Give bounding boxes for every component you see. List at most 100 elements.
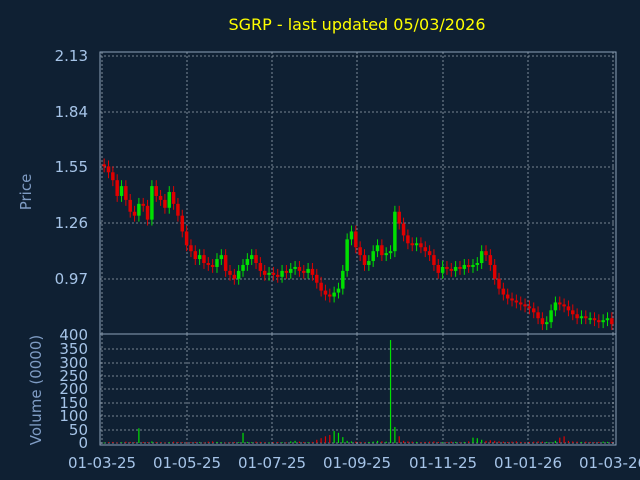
- candle-body: [410, 243, 414, 246]
- volume-bar: [346, 440, 348, 443]
- volume-bar: [567, 440, 570, 443]
- volume-bar: [324, 436, 327, 443]
- candle-body: [610, 318, 614, 325]
- volume-bar: [424, 441, 426, 443]
- candle-body: [471, 264, 475, 267]
- candle-body: [315, 274, 319, 283]
- volume-bar: [186, 442, 188, 444]
- candle-body: [254, 255, 258, 264]
- candle-body: [154, 186, 158, 196]
- volume-bar: [376, 440, 379, 443]
- volume-bar: [407, 441, 409, 443]
- candle-body: [523, 304, 527, 307]
- candle-body: [458, 266, 462, 269]
- volume-bar: [428, 441, 431, 443]
- volume-bar: [559, 437, 561, 443]
- candle-body: [492, 264, 497, 279]
- candle-body: [124, 186, 128, 200]
- candle-body: [137, 203, 141, 216]
- candle-body: [601, 320, 605, 323]
- candle-body: [132, 211, 137, 216]
- volume-tick-label: 150: [59, 394, 88, 412]
- price-tick-label: 1.26: [55, 214, 88, 232]
- volume-bar: [155, 441, 157, 443]
- volume-bar: [168, 442, 170, 443]
- candle-body: [371, 251, 375, 262]
- date-tick-label: 01-11-25: [409, 454, 477, 472]
- candle-body: [432, 255, 436, 265]
- volume-bar: [107, 442, 110, 443]
- volume-tick-label: 300: [59, 354, 88, 372]
- candle-body: [566, 306, 571, 311]
- candle-body: [380, 245, 384, 256]
- volume-bar: [164, 442, 166, 444]
- volume-bar: [103, 442, 105, 444]
- candle-body: [562, 304, 566, 307]
- volume-bar: [285, 442, 288, 444]
- volume-bar: [389, 340, 392, 443]
- candle-body: [475, 263, 480, 265]
- volume-bar: [220, 442, 222, 443]
- volume-bar: [277, 441, 279, 443]
- candle-body: [193, 251, 198, 260]
- candle-body: [579, 316, 584, 319]
- candle-body: [462, 264, 467, 269]
- candle-body: [436, 264, 441, 273]
- candle-body: [189, 245, 193, 252]
- volume-bar: [437, 441, 439, 443]
- candle-body: [349, 231, 354, 240]
- volume-tick-label: 0: [78, 434, 88, 452]
- candle-body: [514, 300, 519, 303]
- volume-bar: [550, 442, 552, 443]
- volume-bar: [133, 442, 136, 443]
- candle-body: [406, 235, 410, 244]
- candle-body: [206, 263, 211, 265]
- volume-bar: [611, 442, 613, 443]
- price-tick-label: 1.84: [55, 103, 88, 121]
- volume-bar: [433, 441, 435, 443]
- candle-body: [111, 172, 115, 181]
- volume-bar: [589, 441, 591, 443]
- volume-bar: [520, 441, 522, 443]
- candle-body: [119, 186, 124, 196]
- volume-bar: [194, 441, 196, 443]
- candle-body: [289, 268, 293, 273]
- volume-bar: [511, 441, 513, 443]
- volume-bar: [238, 442, 240, 443]
- volume-tick-label: 250: [59, 367, 88, 385]
- volume-bar: [381, 441, 383, 443]
- date-tick-label: 01-05-25: [153, 454, 221, 472]
- volume-bar: [120, 442, 123, 443]
- candle-body: [571, 310, 575, 315]
- volume-bar: [212, 441, 214, 443]
- candle-body: [588, 318, 592, 320]
- candle-body: [310, 268, 315, 275]
- candle-body: [540, 318, 545, 325]
- volume-bar: [246, 441, 248, 443]
- date-tick-label: 01-07-25: [238, 454, 306, 472]
- candle-body: [332, 292, 336, 297]
- candle-body: [167, 192, 171, 208]
- candle-body: [510, 298, 514, 301]
- volume-grid: [100, 334, 616, 445]
- volume-bar: [541, 441, 544, 443]
- price-panel-frame: [99, 51, 617, 335]
- candle-body: [241, 264, 245, 271]
- candle-body: [210, 264, 215, 267]
- volume-bar: [502, 441, 504, 443]
- candle-body: [375, 245, 380, 252]
- candle-body: [293, 266, 297, 269]
- candle-body: [488, 255, 493, 265]
- volume-bar: [294, 440, 296, 443]
- candle-body: [427, 251, 432, 256]
- candle-body: [414, 243, 419, 246]
- volume-bar: [281, 442, 283, 443]
- volume-bar: [207, 441, 209, 443]
- candle-body: [497, 278, 501, 289]
- price-tick-label: 0.97: [55, 270, 88, 288]
- candle-body: [223, 255, 228, 271]
- volume-bar: [333, 430, 335, 443]
